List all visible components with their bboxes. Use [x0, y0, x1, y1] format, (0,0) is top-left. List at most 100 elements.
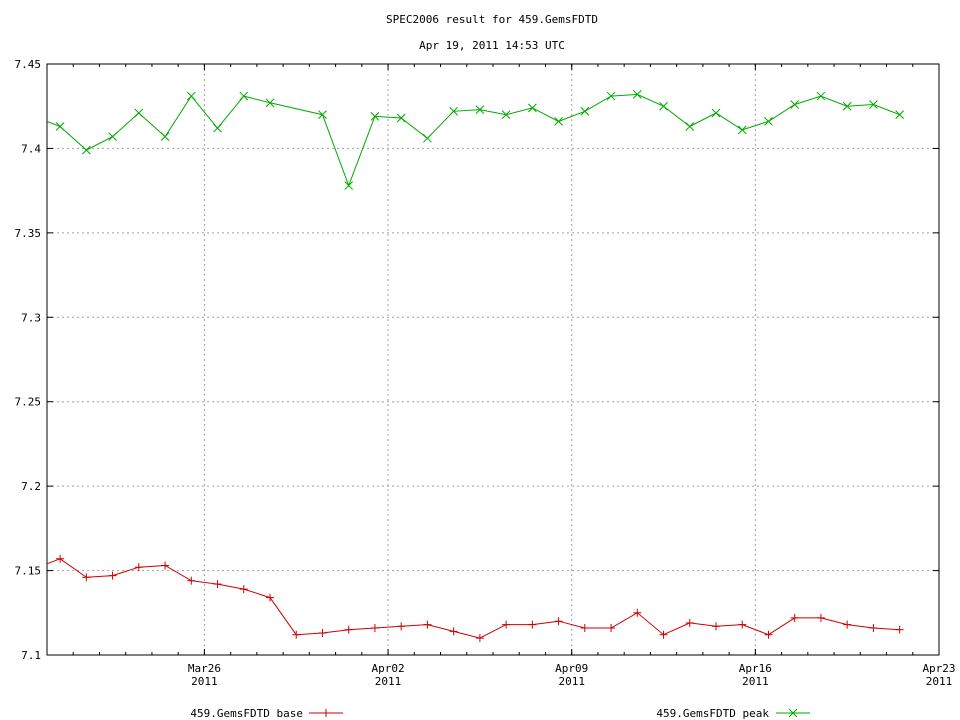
data-point-marker: [396, 113, 406, 123]
data-point-marker: [55, 122, 65, 131]
data-point: [423, 133, 432, 143]
data-point: [186, 91, 196, 101]
axes: 7.17.157.27.257.37.357.47.45Mar262011Apr…: [15, 58, 956, 688]
data-point: [633, 608, 642, 617]
data-point-marker: [816, 91, 826, 101]
data-point: [449, 627, 458, 636]
legend: 459.GemsFDTD base 459.GemsFDTD peak: [190, 707, 810, 720]
data-point: [685, 618, 694, 627]
x-tick-label: Mar26: [188, 662, 221, 675]
series-layer: [46, 90, 905, 643]
x-tick-label: Apr23: [922, 662, 955, 675]
data-point-marker: [527, 103, 537, 113]
data-point: [790, 613, 799, 622]
series-base: [46, 554, 904, 643]
x-tick-label: Apr16: [739, 662, 772, 675]
data-point: [423, 620, 432, 629]
data-point: [580, 106, 590, 116]
data-point: [843, 620, 852, 629]
data-point-marker: [788, 708, 798, 718]
data-point-marker: [659, 101, 668, 111]
x-tick-year-label: 2011: [926, 675, 953, 688]
data-point-marker: [711, 108, 721, 118]
data-point: [239, 91, 249, 101]
data-point: [738, 620, 747, 629]
data-point: [685, 122, 695, 131]
data-point: [160, 132, 170, 141]
plot-frame: [46, 63, 940, 656]
data-point: [370, 623, 379, 632]
data-point: [266, 593, 274, 602]
data-point-marker: [475, 105, 485, 114]
x-tick-year-label: 2011: [558, 675, 585, 688]
data-point: [554, 117, 563, 126]
data-point: [370, 111, 380, 121]
data-point-marker: [869, 100, 878, 109]
x-tick-year-label: 2011: [191, 675, 218, 688]
data-point: [475, 105, 485, 114]
data-point: [55, 122, 65, 131]
data-point: [764, 117, 773, 126]
data-point: [239, 585, 248, 594]
data-point: [842, 101, 852, 111]
data-point-marker: [685, 122, 695, 131]
data-point: [816, 613, 825, 622]
data-point-marker: [895, 110, 905, 120]
data-point: [632, 90, 642, 99]
data-point: [790, 100, 800, 109]
data-point: [502, 620, 511, 629]
data-point: [449, 106, 459, 116]
data-point-marker: [790, 100, 800, 109]
data-point-marker: [344, 181, 354, 190]
data-point: [711, 108, 721, 118]
y-tick-label: 7.4: [21, 142, 41, 155]
data-point: [318, 629, 327, 638]
data-point-marker: [554, 117, 563, 126]
data-point-marker: [580, 106, 590, 116]
data-point: [108, 132, 117, 141]
y-tick-label: 7.45: [15, 58, 42, 71]
data-point-marker: [501, 110, 511, 120]
data-point: [344, 625, 353, 634]
data-point: [816, 91, 826, 101]
data-point-marker: [160, 132, 170, 141]
data-point: [396, 113, 406, 123]
data-point: [108, 571, 117, 580]
data-point: [501, 110, 511, 120]
data-point: [344, 181, 354, 190]
data-point: [187, 576, 196, 585]
data-point: [607, 623, 616, 632]
legend-label: 459.GemsFDTD base: [190, 707, 303, 720]
data-point-marker: [239, 91, 249, 101]
data-point: [56, 554, 65, 563]
data-point-marker: [108, 132, 117, 141]
data-point-marker: [318, 110, 327, 120]
data-point-marker: [81, 145, 91, 155]
data-point: [764, 630, 773, 639]
data-point: [397, 622, 406, 631]
data-point-marker: [370, 111, 380, 121]
chart-subtitle: Apr 19, 2011 14:53 UTC: [419, 39, 565, 52]
series-peak: [46, 90, 905, 190]
data-point: [213, 123, 222, 133]
data-point: [659, 630, 668, 639]
data-point-marker: [423, 133, 432, 143]
data-point: [606, 91, 616, 101]
data-point-marker: [737, 125, 747, 135]
data-point: [134, 108, 144, 118]
data-point-marker: [632, 90, 642, 99]
data-point: [869, 100, 878, 109]
data-point: [659, 101, 668, 111]
data-point-marker: [186, 91, 196, 101]
x-tick-year-label: 2011: [375, 675, 402, 688]
y-tick-label: 7.25: [15, 396, 42, 409]
data-point: [134, 563, 143, 572]
data-point: [528, 620, 537, 629]
data-point: [475, 634, 484, 643]
data-point: [895, 625, 904, 634]
data-point: [81, 145, 91, 155]
data-point: [580, 623, 589, 632]
data-point-marker: [842, 101, 852, 111]
data-point: [554, 617, 563, 626]
